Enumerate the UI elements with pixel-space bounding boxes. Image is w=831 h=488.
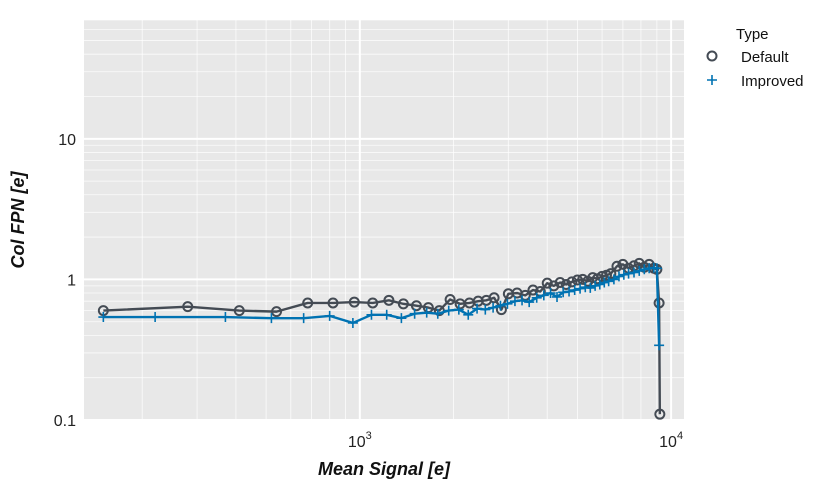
data-point-default xyxy=(654,408,666,420)
data-point-default xyxy=(488,292,500,304)
data-point-improved xyxy=(524,297,535,308)
data-point-improved xyxy=(495,300,506,311)
legend-title: Type xyxy=(736,26,769,43)
data-point-default xyxy=(605,268,617,280)
legend-entry-default: Default xyxy=(706,49,789,66)
data-point-improved xyxy=(634,265,645,276)
data-point-improved xyxy=(432,308,443,319)
data-point-default xyxy=(527,284,539,296)
data-point-improved xyxy=(409,308,420,319)
data-point-improved xyxy=(594,279,605,290)
y-axis-title: Col FPN [e] xyxy=(8,170,28,268)
data-point-default xyxy=(560,278,572,290)
data-point-improved xyxy=(266,313,277,324)
legend-marker-default xyxy=(706,50,718,62)
data-point-improved xyxy=(396,313,407,324)
data-point-default xyxy=(410,300,422,312)
data-point-improved xyxy=(569,285,580,296)
x-axis-title: Mean Signal [e] xyxy=(318,459,451,479)
data-point-improved xyxy=(538,290,549,301)
data-point-default xyxy=(233,305,245,317)
plot-background xyxy=(84,20,684,420)
series-line-default xyxy=(103,262,662,415)
data-point-improved xyxy=(564,286,575,297)
data-point-improved xyxy=(585,282,596,293)
y-tick-label: 1 xyxy=(67,272,76,289)
data-point-default xyxy=(444,293,456,305)
series-layer xyxy=(97,257,666,420)
legend-entry-improved: Improved xyxy=(707,73,804,90)
data-point-improved xyxy=(517,295,528,306)
data-point-improved xyxy=(603,276,614,287)
data-point-improved xyxy=(654,340,665,351)
data-point-improved xyxy=(590,280,601,291)
data-point-default xyxy=(577,273,589,285)
data-point-improved xyxy=(599,277,610,288)
data-point-improved xyxy=(509,296,520,307)
y-tick-label: 0.1 xyxy=(54,413,76,430)
data-point-improved xyxy=(472,303,483,314)
data-point-improved xyxy=(623,268,634,279)
y-tick-label: 10 xyxy=(58,132,76,149)
data-point-improved xyxy=(347,317,358,328)
grid-minor xyxy=(84,19,684,420)
legend-marker-improved xyxy=(707,75,717,85)
data-point-default xyxy=(383,294,395,306)
data-point-default xyxy=(541,277,553,289)
data-point-default xyxy=(571,274,583,286)
data-point-improved xyxy=(443,305,454,316)
data-point-default xyxy=(554,277,566,289)
data-point-default xyxy=(611,260,623,272)
data-point-improved xyxy=(613,271,624,282)
data-point-improved xyxy=(480,304,491,315)
data-point-improved xyxy=(98,312,109,323)
data-point-default xyxy=(348,296,360,308)
data-point-improved xyxy=(575,283,586,294)
x-tick-label: 104 xyxy=(659,430,683,451)
x-tick-label: 103 xyxy=(348,430,372,451)
data-point-default xyxy=(367,297,379,309)
data-point-improved xyxy=(381,309,392,320)
data-point-improved xyxy=(220,312,231,323)
grid-major xyxy=(84,20,684,421)
data-point-improved xyxy=(488,302,499,313)
data-point-improved xyxy=(545,288,556,299)
legend: Type Default Improved xyxy=(706,26,804,90)
data-point-improved xyxy=(618,269,629,280)
data-point-improved xyxy=(531,292,542,303)
data-point-improved xyxy=(552,291,563,302)
data-point-default xyxy=(566,276,578,288)
series-improved xyxy=(98,262,665,351)
data-point-default xyxy=(271,306,283,318)
data-point-default xyxy=(182,301,194,313)
data-point-improved xyxy=(502,298,513,309)
data-point-improved xyxy=(421,307,432,318)
legend-entries: Default Improved xyxy=(706,49,804,90)
data-point-default xyxy=(327,297,339,309)
data-point-improved xyxy=(463,309,474,320)
data-point-improved xyxy=(298,313,309,324)
data-point-default xyxy=(302,297,314,309)
data-point-improved xyxy=(453,304,464,315)
legend-label-default: Default xyxy=(741,49,789,66)
data-point-improved xyxy=(366,309,377,320)
data-point-improved xyxy=(639,264,650,275)
data-point-default xyxy=(397,298,409,310)
data-point-improved xyxy=(150,312,161,323)
legend-label-improved: Improved xyxy=(741,73,804,90)
data-point-improved xyxy=(608,274,619,285)
y-tick-labels: 0.1 1 10 xyxy=(54,132,76,430)
data-point-improved xyxy=(651,263,662,274)
data-point-improved xyxy=(629,267,640,278)
data-point-improved xyxy=(324,310,335,321)
x-tick-labels: 103 104 xyxy=(348,430,683,451)
